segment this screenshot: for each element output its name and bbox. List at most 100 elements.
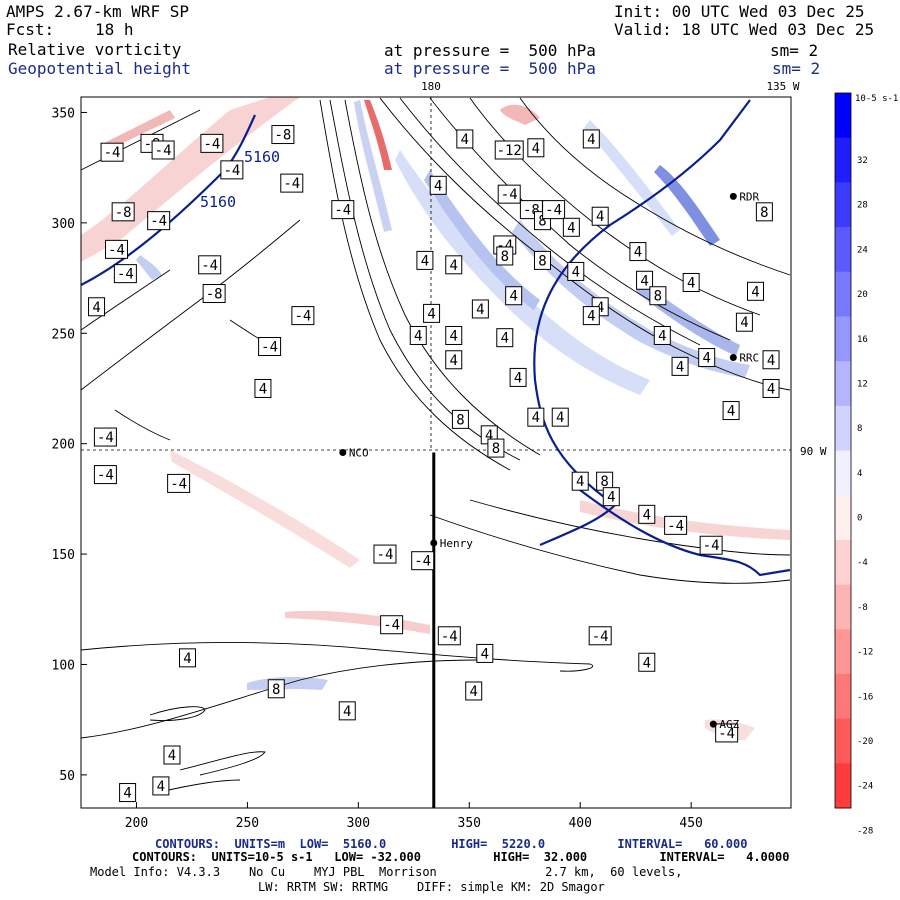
vorticity-label: -8 <box>271 125 295 145</box>
vorticity-label: 4 <box>567 261 585 281</box>
vorticity-label: -4 <box>380 615 404 635</box>
vorticity-label: 4 <box>338 701 356 721</box>
x-tick-label: 200 <box>125 816 148 831</box>
x-tick-label: 250 <box>236 816 259 831</box>
colorbar-label: -12 <box>857 648 873 658</box>
vorticity-label: 4 <box>527 407 545 427</box>
height-contour-label: 5160 <box>244 148 280 166</box>
svg-text:4: 4 <box>450 353 458 369</box>
svg-text:-4: -4 <box>414 554 431 570</box>
colorbar-label: 28 <box>857 201 868 211</box>
station-henry: Henry <box>430 537 473 550</box>
colorbar-segment <box>835 629 851 675</box>
svg-text:4: 4 <box>514 370 522 386</box>
vorticity-label: 4 <box>762 350 780 370</box>
station-rdr: RDR <box>729 190 760 203</box>
vorticity-label: -4 <box>151 140 175 160</box>
svg-text:-4: -4 <box>170 476 187 492</box>
svg-text:4: 4 <box>687 275 695 291</box>
colorbar-label: 4 <box>857 469 862 479</box>
svg-text:4: 4 <box>532 410 540 426</box>
forecast-label: Fcst: <box>6 20 55 39</box>
vorticity-label: 4 <box>653 325 671 345</box>
height-contours <box>81 99 791 577</box>
colorbar-segment <box>835 718 851 764</box>
x-tick-label: 350 <box>458 816 481 831</box>
svg-text:4: 4 <box>157 779 165 795</box>
colorbar-segment <box>835 450 851 496</box>
vorticity-label: 4 <box>152 776 170 796</box>
svg-text:-4: -4 <box>667 518 684 534</box>
colorbar-segment <box>835 182 851 228</box>
height-contour-labels: 5160 5160 <box>200 148 280 211</box>
vorticity-label: -4 <box>167 473 191 493</box>
vorticity-label: 8 <box>534 250 551 270</box>
svg-text:-8: -8 <box>274 128 291 144</box>
meridian-label: 90 W <box>800 445 827 458</box>
vorticity-label: 4 <box>735 312 753 332</box>
svg-text:4: 4 <box>587 132 595 148</box>
svg-text:4: 4 <box>501 331 509 347</box>
y-tick-label: 300 <box>52 217 75 232</box>
y-tick-label: 50 <box>59 769 75 784</box>
vorticity-label: 4 <box>254 378 272 398</box>
vorticity-label: -12 <box>494 140 524 160</box>
vorticity-label: 4 <box>682 272 700 292</box>
vorticity-label: -4 <box>258 337 282 357</box>
svg-text:4: 4 <box>640 273 648 289</box>
svg-text:-4: -4 <box>150 214 167 230</box>
svg-text:4: 4 <box>481 646 489 662</box>
svg-text:4: 4 <box>92 300 100 316</box>
svg-text:-4: -4 <box>155 143 172 159</box>
vorticity-label: -4 <box>100 142 124 162</box>
svg-text:-4: -4 <box>108 242 125 258</box>
svg-text:RRC: RRC <box>739 352 759 365</box>
svg-text:4: 4 <box>434 178 442 194</box>
vorticity-label: -4 <box>147 211 171 231</box>
height-contour-label: 5160 <box>200 193 236 211</box>
svg-text:4: 4 <box>476 302 484 318</box>
model-title: AMPS 2.67-km WRF SP <box>6 2 190 21</box>
vorticity-label: 4 <box>509 367 527 387</box>
y-tick-label: 100 <box>52 658 75 673</box>
vorticity-label: -4 <box>437 626 461 646</box>
svg-text:-4: -4 <box>97 468 114 484</box>
vorticity-label: 4 <box>582 306 600 326</box>
vorticity-label: 4 <box>582 129 600 149</box>
svg-text:4: 4 <box>450 328 458 344</box>
svg-text:NCO: NCO <box>349 447 369 460</box>
vorticity-label: 4 <box>476 643 494 663</box>
svg-text:4: 4 <box>572 264 580 280</box>
vorticity-label: -4 <box>93 465 117 485</box>
svg-text:4: 4 <box>485 428 493 444</box>
vorticity-label: -4 <box>291 306 315 326</box>
init-time: Init: 00 UTC Wed 03 Dec 25 <box>614 2 865 21</box>
svg-text:-4: -4 <box>201 258 218 274</box>
vorticity-label: 4 <box>571 471 589 491</box>
colorbar-segment <box>835 227 851 273</box>
y-tick-label: 350 <box>52 106 75 121</box>
svg-text:8: 8 <box>501 249 509 265</box>
vorticity-label: -8 <box>202 284 226 304</box>
svg-text:4: 4 <box>751 284 759 300</box>
svg-text:-4: -4 <box>261 340 278 356</box>
svg-text:4: 4 <box>643 655 651 671</box>
vorticity-label: 4 <box>762 378 780 398</box>
vorticity-label: 4 <box>429 175 447 195</box>
svg-text:-4: -4 <box>294 309 311 325</box>
vorticity-label: 8 <box>451 409 469 429</box>
svg-text:8: 8 <box>492 441 500 457</box>
vorticity-label: 8 <box>496 246 514 266</box>
svg-text:4: 4 <box>343 704 351 720</box>
colorbar-label: 24 <box>857 245 868 255</box>
svg-text:4: 4 <box>702 351 710 367</box>
vorticity-label: -4 <box>220 160 244 180</box>
colorbar-segment <box>835 316 851 362</box>
vorticity-label: 4 <box>602 487 620 507</box>
colorbar-segment <box>835 673 851 720</box>
colorbar: 10-5 s-1 32 28 24 20 16 12 8 4 0 -4 -8 -12 -16 -20 -24 -… <box>834 92 898 836</box>
vorticity-label: 8 <box>487 438 505 458</box>
svg-text:4: 4 <box>556 410 564 426</box>
colorbar-segment <box>835 271 851 317</box>
colorbar-label: 8 <box>857 424 862 434</box>
